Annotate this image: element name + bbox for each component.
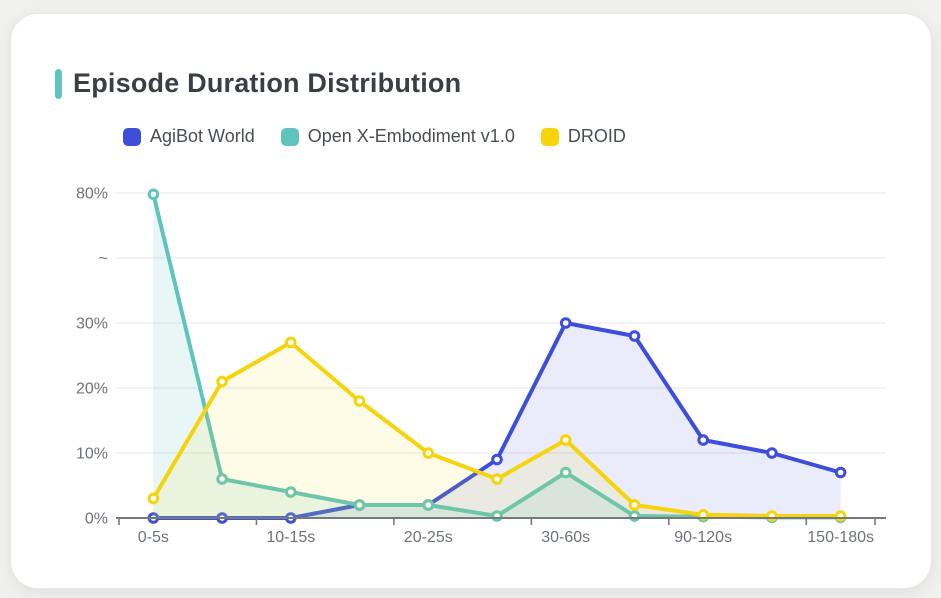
x-axis-tick-label: 10-15s	[266, 529, 315, 546]
legend-label: DROID	[567, 126, 626, 146]
y-axis-tick-label: ~	[99, 251, 108, 268]
legend: AgiBot World Open X-Embodiment v1.0 DROID	[123, 126, 626, 147]
data-point-agibot-world[interactable]	[834, 466, 847, 479]
data-point-droid[interactable]	[697, 509, 710, 521]
chart-title: Episode Duration Distribution	[73, 68, 462, 98]
data-point-open-x-embodiment-v1-0[interactable]	[422, 499, 435, 511]
legend-chip-open-x-embodiment-v1-0	[280, 127, 299, 146]
title-row: Episode Duration Distribution	[55, 68, 461, 99]
data-point-open-x-embodiment-v1-0[interactable]	[559, 466, 572, 479]
x-axis-tick-label: 30-60s	[541, 529, 590, 546]
y-axis-tick-label: 0%	[85, 511, 108, 528]
title-accent-bar	[55, 68, 62, 99]
legend-item-agibot-world[interactable]: AgiBot World	[123, 126, 255, 147]
data-point-agibot-world[interactable]	[559, 317, 572, 329]
data-point-agibot-world[interactable]	[491, 453, 503, 466]
chart-card: Episode Duration Distribution AgiBot Wor…	[10, 13, 932, 589]
data-point-droid[interactable]	[834, 510, 847, 522]
y-axis-tick-label: 30%	[76, 316, 108, 333]
data-point-droid[interactable]	[147, 492, 160, 505]
legend-chip-droid	[540, 127, 559, 146]
x-axis-tick-label: 90-120s	[674, 529, 732, 546]
data-point-droid[interactable]	[353, 395, 366, 407]
data-point-droid[interactable]	[559, 434, 572, 446]
data-point-open-x-embodiment-v1-0[interactable]	[353, 499, 366, 511]
y-axis-tick-label: 10%	[76, 446, 108, 463]
data-point-droid[interactable]	[285, 336, 297, 349]
series-area-agibot-world	[153, 323, 841, 518]
legend-label: Open X-Embodiment v1.0	[307, 126, 515, 146]
series-area-open-x-embodiment-v1-0	[153, 194, 841, 519]
legend-label: AgiBot World	[150, 126, 255, 146]
data-point-droid[interactable]	[766, 510, 778, 522]
x-axis-tick-label: 20-25s	[404, 529, 453, 546]
legend-item-droid[interactable]: DROID	[540, 126, 626, 147]
data-point-droid[interactable]	[628, 499, 641, 511]
data-point-droid[interactable]	[491, 473, 503, 485]
data-point-agibot-world[interactable]	[766, 447, 778, 459]
x-axis-tick-label: 0-5s	[138, 529, 169, 546]
data-point-droid[interactable]	[216, 375, 228, 388]
data-point-open-x-embodiment-v1-0[interactable]	[216, 473, 228, 485]
data-point-open-x-embodiment-v1-0[interactable]	[147, 188, 160, 201]
series-area-droid	[153, 342, 841, 518]
x-axis-tick-label: 150-180s	[807, 529, 874, 546]
data-point-open-x-embodiment-v1-0[interactable]	[285, 486, 297, 498]
data-point-agibot-world[interactable]	[628, 330, 641, 342]
y-axis-tick-label: 20%	[76, 381, 108, 398]
data-point-droid[interactable]	[422, 447, 435, 459]
legend-chip-agibot-world	[123, 127, 141, 146]
y-axis-tick-label: 80%	[76, 186, 108, 203]
data-point-agibot-world[interactable]	[697, 434, 710, 446]
legend-item-open-x-embodiment-v1-0[interactable]: Open X-Embodiment v1.0	[280, 126, 515, 147]
